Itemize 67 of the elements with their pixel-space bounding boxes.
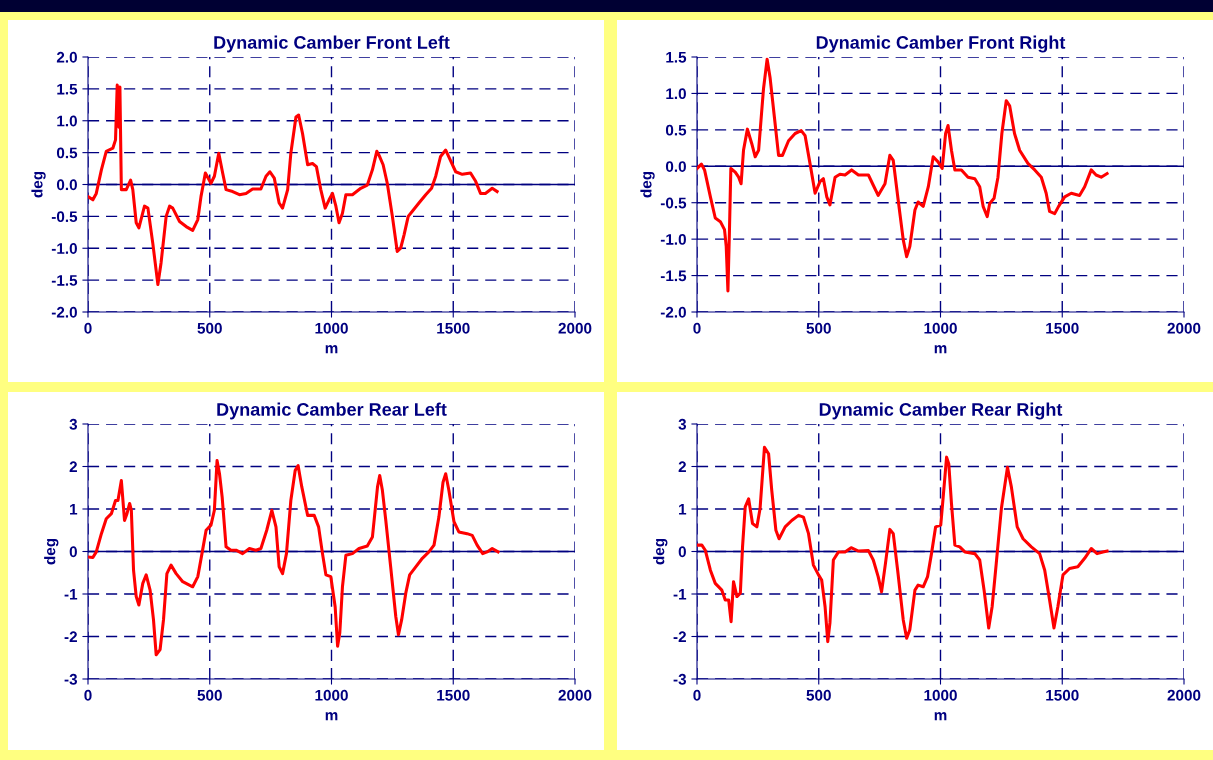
y-tick-label: -2.0 bbox=[51, 306, 77, 318]
x-tick-label: 2000 bbox=[558, 689, 592, 701]
y-tick-label: -1.0 bbox=[660, 234, 686, 245]
x-axis-title: m bbox=[325, 345, 338, 354]
x-tick-label: 2000 bbox=[558, 322, 592, 334]
x-tick-label: 1000 bbox=[924, 689, 957, 701]
y-tick-label: 0.5 bbox=[56, 147, 78, 159]
y-tick-label: -2 bbox=[673, 631, 686, 643]
y-tick-label: 0 bbox=[678, 546, 686, 558]
line-series bbox=[697, 445, 1109, 644]
y-tick-label: 0.5 bbox=[665, 124, 687, 136]
x-tick-label: 1500 bbox=[437, 689, 470, 701]
x-axis-title: m bbox=[934, 345, 947, 354]
y-axis-title: deg bbox=[653, 538, 668, 565]
x-tick-label: 1000 bbox=[315, 322, 348, 334]
x-tick-label: 500 bbox=[806, 689, 831, 701]
y-tick-label: -1.5 bbox=[51, 275, 78, 286]
y-tick-label: 1.5 bbox=[57, 83, 78, 95]
x-tick-label: 0 bbox=[84, 689, 92, 701]
y-axis-title: deg bbox=[44, 538, 59, 565]
y-tick-label: 1 bbox=[679, 504, 687, 515]
y-tick-label: -1 bbox=[673, 589, 687, 600]
y-tick-label: -1 bbox=[64, 589, 78, 600]
x-tick-label: 500 bbox=[197, 322, 222, 334]
y-tick-label: 0.0 bbox=[665, 161, 686, 172]
line-series bbox=[88, 83, 499, 287]
y-tick-label: 3 bbox=[69, 418, 78, 430]
y-tick-label: -3 bbox=[673, 673, 687, 685]
x-axis-title: m bbox=[325, 712, 338, 721]
x-tick-label: 0 bbox=[84, 322, 92, 334]
x-tick-label: 2000 bbox=[1167, 689, 1201, 701]
x-tick-label: 500 bbox=[197, 689, 222, 701]
chart-title: Dynamic Camber Rear Left bbox=[217, 402, 447, 420]
y-tick-label: 0.0 bbox=[56, 179, 77, 191]
y-tick-label: 1 bbox=[70, 504, 78, 515]
y-tick-label: 0 bbox=[69, 546, 77, 558]
x-tick-label: 1000 bbox=[315, 689, 348, 701]
x-tick-label: 1500 bbox=[1046, 322, 1079, 334]
y-tick-label: 2.0 bbox=[56, 51, 77, 63]
y-tick-label: 3 bbox=[678, 418, 687, 430]
y-axis-title: deg bbox=[640, 171, 655, 198]
chart-title: Dynamic Camber Front Right bbox=[816, 35, 1066, 53]
x-tick-label: 0 bbox=[693, 689, 701, 701]
x-tick-label: 2000 bbox=[1167, 322, 1201, 334]
x-tick-label: 1000 bbox=[924, 322, 957, 334]
line-series bbox=[88, 459, 500, 657]
y-tick-label: 1.5 bbox=[666, 52, 687, 63]
x-tick-label: 1500 bbox=[437, 322, 470, 334]
y-tick-label: 2 bbox=[678, 461, 686, 473]
y-tick-label: -1.5 bbox=[660, 270, 687, 282]
y-tick-label: 2 bbox=[69, 461, 77, 473]
y-tick-label: 1.0 bbox=[666, 88, 686, 100]
y-tick-label: -0.5 bbox=[51, 211, 78, 223]
chart-title: Dynamic Camber Rear Right bbox=[819, 402, 1063, 420]
y-tick-label: 1.0 bbox=[57, 115, 77, 127]
chart-title: Dynamic Camber Front Left bbox=[214, 35, 450, 53]
y-tick-label: -3 bbox=[64, 673, 78, 685]
x-tick-label: 500 bbox=[806, 322, 831, 334]
y-tick-label: -0.5 bbox=[660, 197, 687, 209]
y-tick-label: -2 bbox=[64, 631, 77, 643]
y-tick-label: -2.0 bbox=[660, 306, 686, 318]
x-tick-label: 1500 bbox=[1046, 689, 1079, 701]
x-axis-title: m bbox=[934, 712, 947, 721]
line-series bbox=[697, 57, 1109, 293]
x-tick-label: 0 bbox=[693, 322, 701, 334]
y-axis-title: deg bbox=[31, 171, 46, 198]
y-tick-label: -1.0 bbox=[51, 243, 77, 254]
